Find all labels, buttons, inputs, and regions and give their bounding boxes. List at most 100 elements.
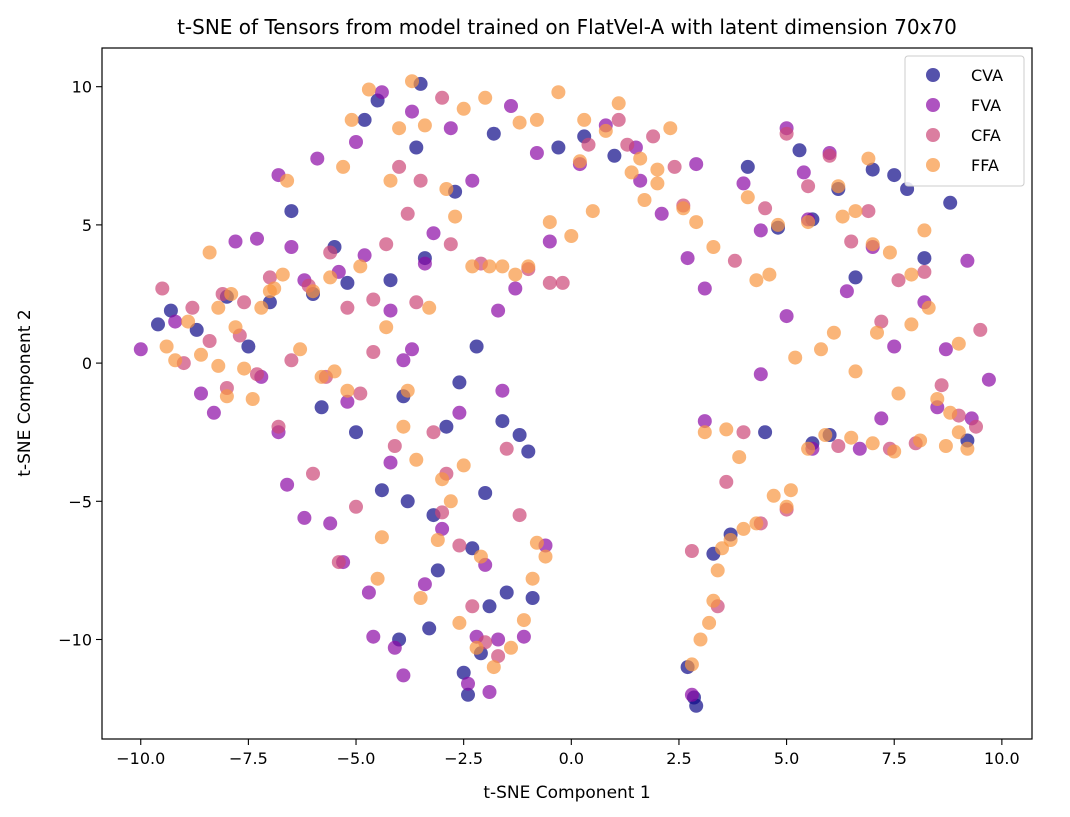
data-point [327, 364, 342, 379]
data-point [749, 273, 764, 288]
data-point [779, 309, 794, 324]
data-point [887, 339, 902, 354]
data-point [654, 206, 669, 221]
data-point [452, 538, 467, 553]
data-point [237, 295, 252, 310]
data-point [818, 428, 833, 442]
data-point [917, 251, 932, 266]
data-point [693, 632, 708, 647]
data-point [753, 367, 768, 382]
data-point [516, 613, 531, 628]
data-point [512, 115, 527, 130]
data-point [435, 90, 450, 105]
data-point [981, 372, 996, 387]
data-point [882, 245, 897, 260]
data-point [861, 151, 876, 166]
data-point [422, 621, 437, 636]
legend-label: CFA [971, 126, 1001, 145]
data-point [314, 369, 329, 384]
series-ffa [159, 74, 975, 675]
data-point [374, 483, 389, 498]
data-point [913, 433, 928, 448]
data-point [951, 425, 966, 440]
x-tick-label: 10.0 [984, 749, 1020, 768]
data-point [400, 494, 415, 509]
data-point [564, 229, 579, 243]
data-point [551, 140, 566, 155]
x-tick-label: 7.5 [881, 749, 906, 768]
data-point [620, 137, 635, 152]
data-point [943, 405, 958, 420]
data-point [314, 400, 329, 415]
data-point [697, 281, 712, 296]
data-point [262, 270, 277, 285]
data-point [512, 428, 527, 442]
data-point [366, 345, 381, 359]
data-point [650, 162, 665, 177]
data-point [469, 640, 484, 655]
data-point [839, 284, 854, 299]
data-point [852, 441, 867, 456]
data-point [383, 173, 398, 188]
x-tick-label: 2.5 [666, 749, 691, 768]
data-point [861, 204, 876, 219]
data-point [349, 425, 363, 440]
data-point [189, 322, 204, 337]
data-point [430, 533, 445, 547]
legend-label: FVA [971, 96, 1001, 115]
data-point [426, 425, 441, 440]
data-point [181, 314, 196, 329]
data-point [585, 204, 600, 219]
data-point [740, 190, 755, 205]
data-point [400, 383, 415, 398]
data-point [349, 499, 363, 514]
plot-frame [101, 47, 1033, 740]
data-point [551, 85, 566, 100]
data-point [697, 414, 712, 429]
data-point [387, 439, 402, 453]
data-point [572, 154, 587, 169]
data-point [783, 483, 798, 498]
data-point [194, 347, 208, 362]
data-point [461, 687, 475, 702]
data-point [870, 325, 884, 340]
data-point [887, 444, 902, 459]
data-point [771, 217, 785, 232]
data-point [930, 392, 945, 406]
data-point [736, 521, 751, 536]
x-tick-label: 0.0 [559, 749, 584, 768]
data-point [529, 112, 544, 127]
data-point [439, 182, 454, 196]
data-point [766, 488, 781, 503]
data-point [349, 135, 363, 149]
legend-box [904, 55, 1025, 187]
chart-title: t-SNE of Tensors from model trained on F… [177, 15, 957, 39]
data-point [370, 571, 385, 586]
data-point [844, 430, 859, 445]
data-point [405, 342, 419, 357]
data-point [482, 259, 497, 274]
data-point [185, 300, 200, 315]
data-point [133, 342, 148, 357]
data-point [323, 245, 338, 260]
data-point [379, 237, 394, 252]
data-point [969, 419, 983, 434]
data-point [874, 314, 889, 329]
data-point [689, 215, 704, 230]
data-point [473, 549, 488, 564]
legend-marker [926, 158, 940, 172]
data-point [168, 353, 183, 368]
data-point [482, 599, 497, 614]
data-point [581, 137, 596, 152]
data-point [211, 300, 226, 315]
data-point [680, 251, 695, 266]
data-point [336, 159, 351, 174]
data-point [801, 441, 816, 456]
data-point [753, 223, 768, 238]
data-point [633, 173, 648, 188]
data-point [732, 450, 747, 465]
data-point [727, 253, 742, 268]
data-point [159, 339, 174, 354]
